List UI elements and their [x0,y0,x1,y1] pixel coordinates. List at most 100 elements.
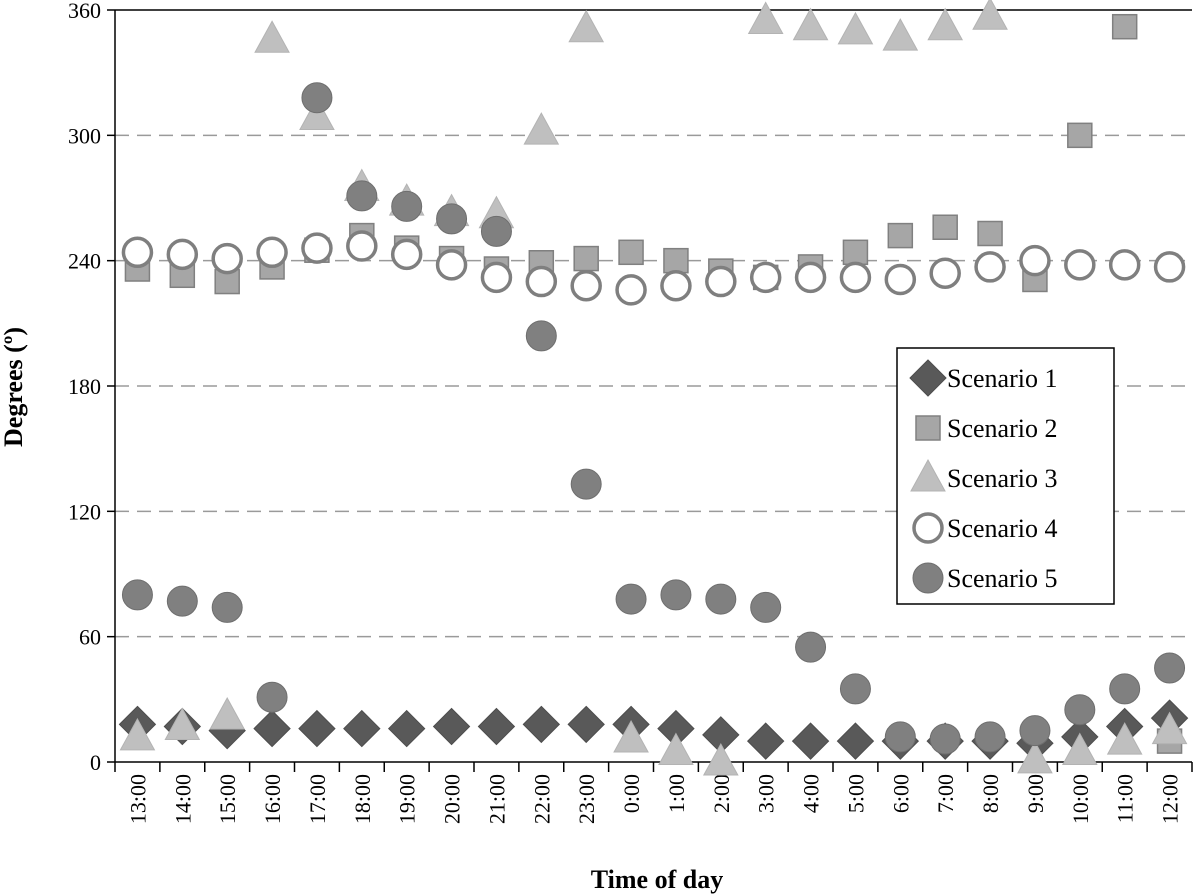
legend-marker [910,458,946,492]
data-point [523,112,560,145]
y-tick-label: 0 [90,750,101,775]
legend: Scenario 1 Scenario 2 Scenario 3 Scenario 4… [896,347,1115,605]
y-tick-label: 180 [68,374,101,399]
data-point [525,265,558,298]
legend-marker [912,562,944,594]
legend-label: Scenario 1 [947,364,1057,393]
data-point [1111,13,1138,40]
data-point [749,261,782,294]
data-point [567,705,605,744]
data-point [974,251,1006,283]
x-tick-label: 17:00 [305,774,330,824]
series-5 [121,82,1186,755]
data-point [570,269,602,302]
data-point [613,719,649,753]
data-point [166,585,198,617]
series-4 [121,230,1186,306]
data-point [882,18,919,51]
data-point [837,11,874,45]
x-tick-label: 6:00 [888,774,913,813]
data-point [746,722,785,760]
data-point [301,232,333,264]
data-point [1154,652,1186,684]
data-point [747,1,784,34]
data-point [253,709,291,748]
data-point [705,265,737,298]
legend-label: Scenario 3 [947,464,1057,493]
data-point [343,709,381,748]
data-point [298,709,336,748]
data-point [842,239,869,266]
y-tick-label: 360 [68,0,101,23]
data-point [568,9,605,43]
data-point [346,230,378,262]
data-point [573,245,599,272]
x-tick-label: 15:00 [215,774,240,824]
y-axis-title: Degrees (º) [0,327,28,447]
x-tick-label: 2:00 [709,774,734,813]
x-axis-title: Time of day [591,865,723,894]
data-point [750,591,782,623]
data-points [118,0,1189,776]
x-tick-label: 21:00 [484,774,509,824]
x-tick-label: 7:00 [933,774,958,813]
data-point [792,7,829,41]
data-point [1106,722,1143,755]
data-point [391,190,423,222]
data-point [791,722,830,760]
data-point [525,320,557,352]
x-tick-label: 9:00 [1023,774,1048,813]
x-tick-label: 20:00 [440,774,465,824]
data-point [705,583,737,615]
data-point [927,7,964,41]
data-point [1019,244,1051,277]
data-point [977,220,1003,247]
y-tick-label: 300 [68,123,101,148]
data-point [432,707,471,746]
data-point [932,214,958,240]
x-tick-label: 4:00 [799,774,824,813]
data-point [522,705,561,744]
data-point [1108,249,1141,281]
data-point [929,723,961,755]
data-point [615,274,647,306]
data-point [301,82,333,114]
x-tick-label: 16:00 [260,774,285,824]
data-point [1151,711,1188,745]
x-tick-label: 1:00 [664,774,689,813]
data-point [166,238,199,271]
legend-marker [915,415,941,441]
legend-marker [909,359,947,397]
data-point [254,20,290,53]
data-point [660,269,692,302]
data-point [884,263,917,296]
data-point [121,236,154,269]
x-tick-label: 12:00 [1158,774,1183,824]
data-point [346,180,378,212]
data-point [435,249,468,281]
data-point [660,579,692,611]
data-point [390,238,423,271]
x-tick-label: 19:00 [395,774,420,824]
data-point [1061,732,1098,766]
data-point [1153,251,1186,283]
data-point [794,261,827,294]
data-point [209,697,246,730]
y-axis-ticks: 0 60 120 180 240 300 360 [68,0,115,775]
data-point [480,215,512,247]
data-point [702,742,739,776]
y-tick-label: 60 [79,625,101,650]
data-point [477,707,516,746]
x-tick-label: 5:00 [843,774,868,813]
x-tick-label: 11:00 [1113,774,1138,823]
x-tick-label: 23:00 [574,774,599,824]
data-point [1017,740,1053,774]
data-point [972,0,1008,30]
legend-label: Scenario 5 [947,564,1057,593]
y-tick-label: 120 [68,499,101,524]
x-tick-label: 18:00 [350,774,375,824]
data-point [164,707,201,740]
x-tick-label: 8:00 [978,774,1003,813]
data-point [1064,249,1096,281]
